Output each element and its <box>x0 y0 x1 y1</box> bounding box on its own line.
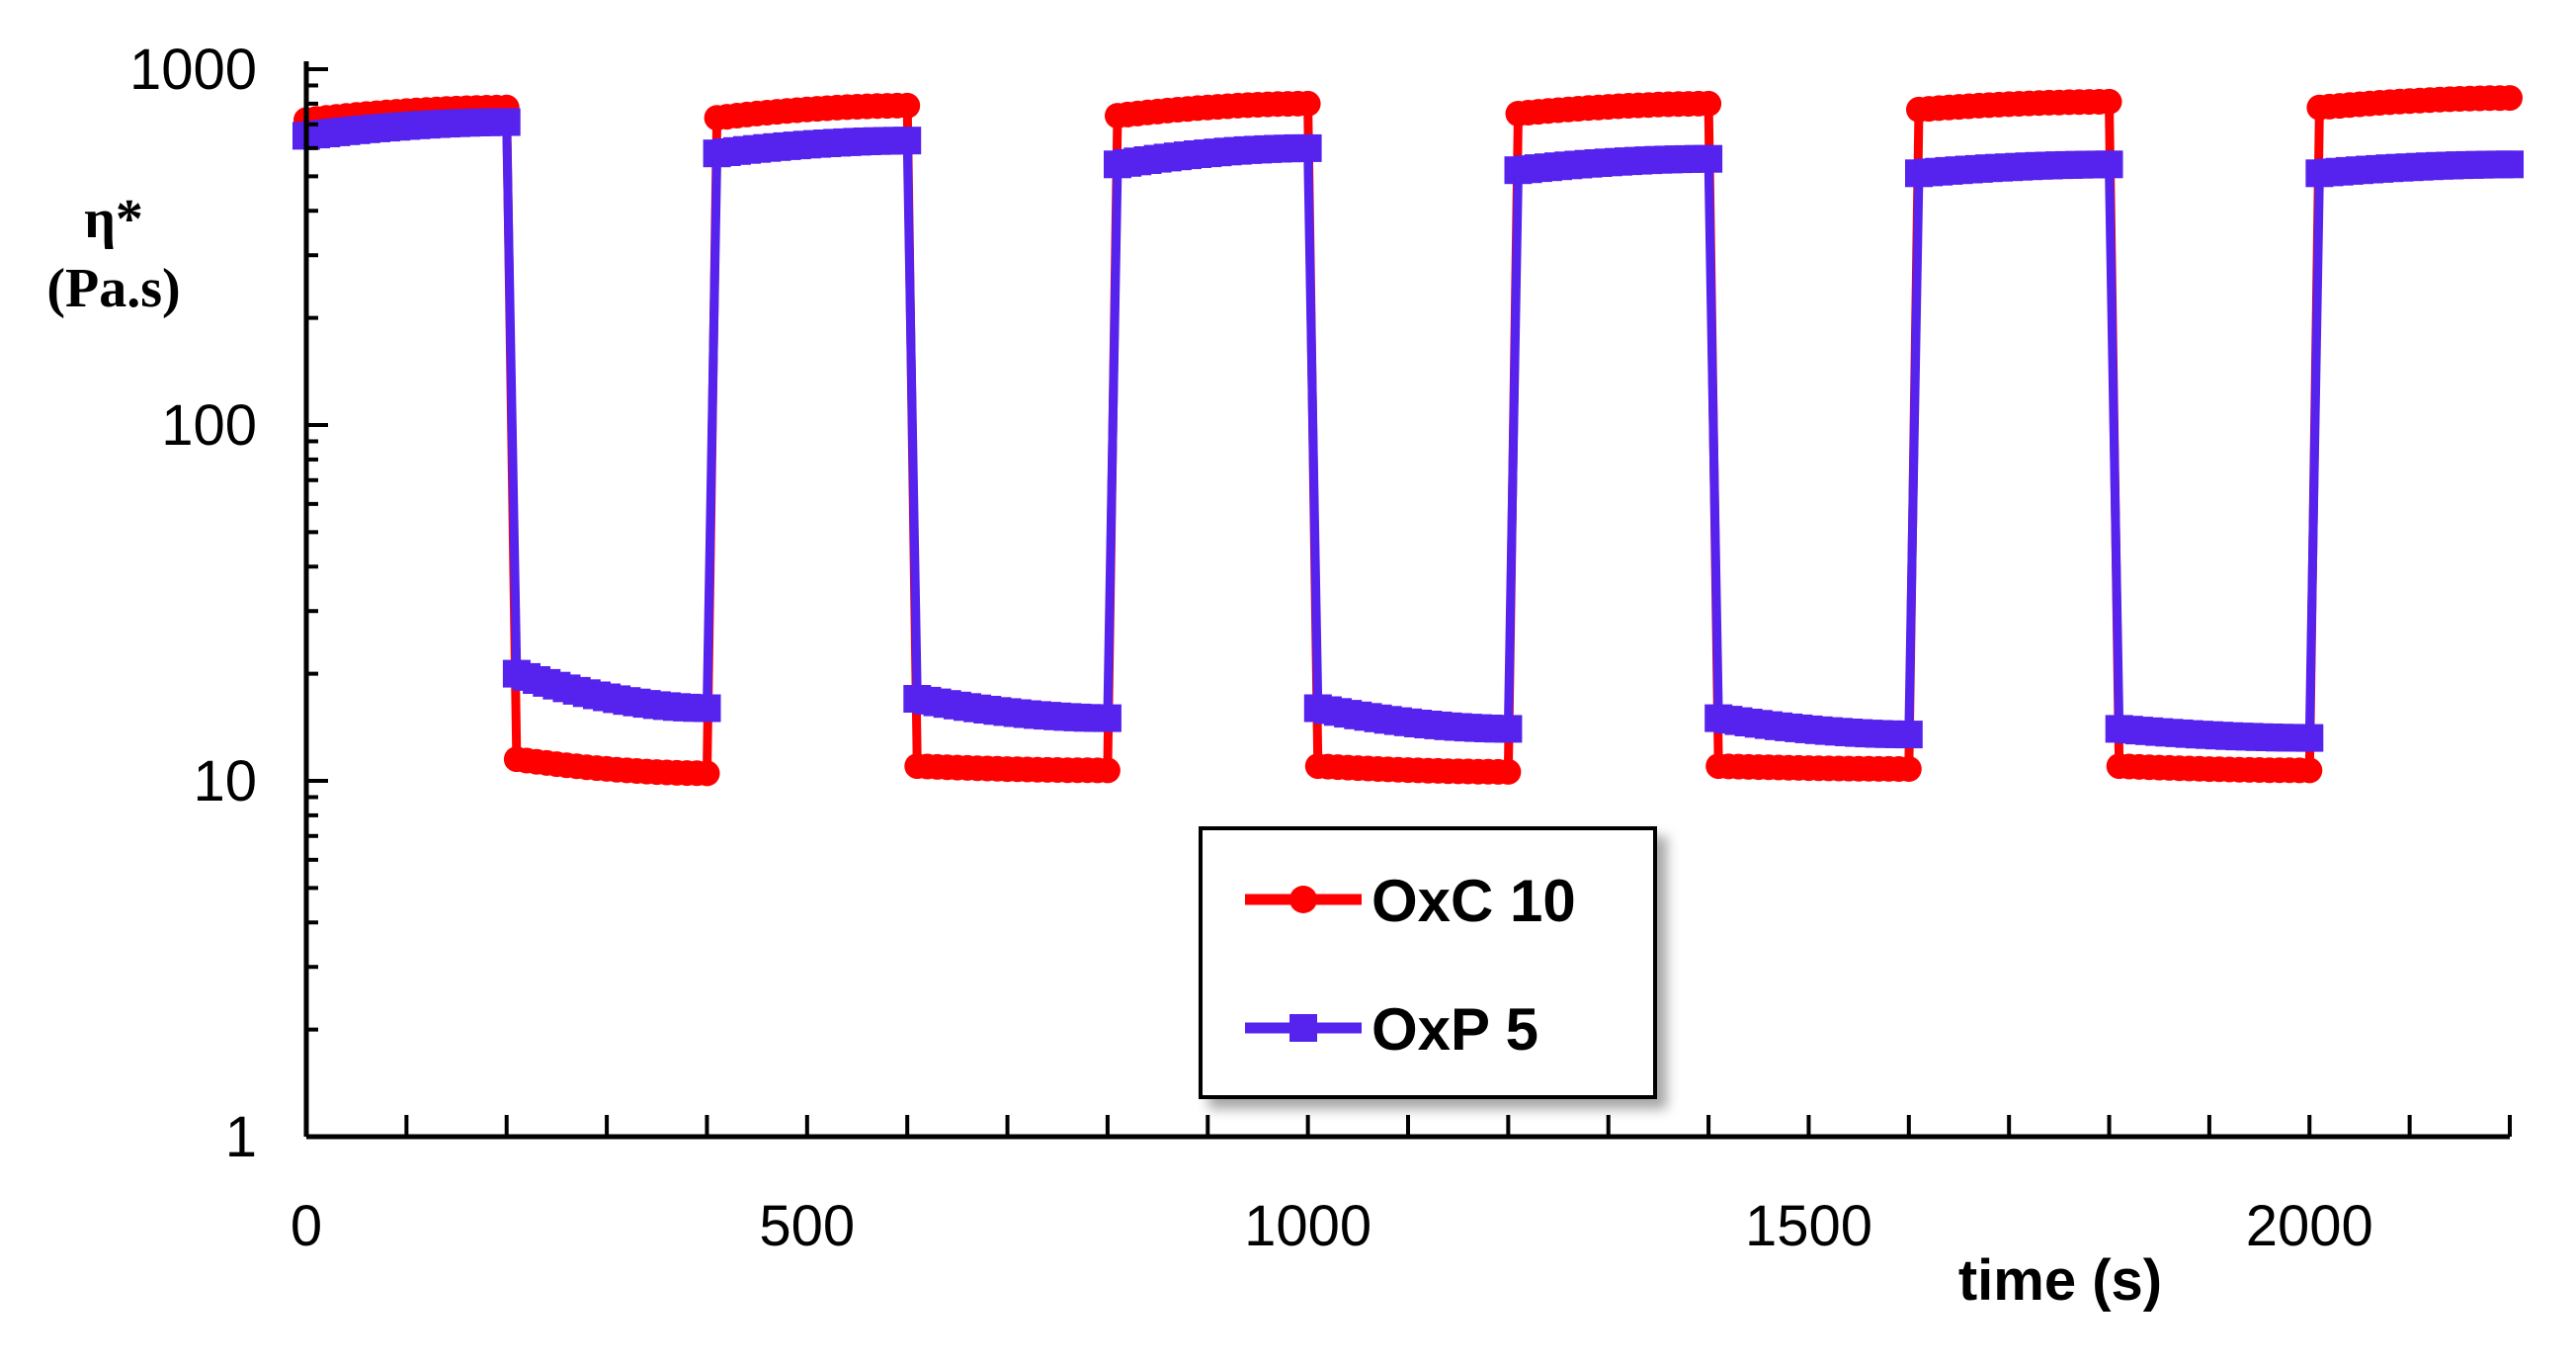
series-layer <box>292 85 2524 787</box>
series-oxp5 <box>292 108 2524 752</box>
data-point <box>2295 724 2324 752</box>
legend: OxC 10 OxP 5 <box>1199 826 1657 1099</box>
y-ticks: 1 10 100 1000 <box>129 38 328 1169</box>
data-point <box>492 108 521 136</box>
data-point <box>1895 756 1922 782</box>
data-point <box>2496 150 2524 179</box>
data-point <box>2096 88 2122 115</box>
data-point <box>1494 715 1523 743</box>
y-axis-title-unit: (Pa.s) <box>46 258 180 319</box>
x-ticks: 0 500 1000 1500 2000 <box>291 1115 2512 1258</box>
x-tick-label: 2000 <box>2246 1194 2373 1258</box>
data-point <box>1696 90 1722 117</box>
series-oxc10 <box>293 85 2523 787</box>
legend-label-oxp5: OxP 5 <box>1371 996 1538 1063</box>
x-tick-label: 1500 <box>1745 1194 1872 1258</box>
data-point <box>2296 757 2323 784</box>
data-point <box>1495 758 1522 785</box>
data-point <box>1293 133 1322 162</box>
data-point <box>693 694 721 723</box>
y-tick-label: 1 <box>225 1105 257 1169</box>
x-axis-title: time (s) <box>1958 1248 2162 1313</box>
data-point <box>1093 704 1122 732</box>
y-tick-label: 1000 <box>129 38 257 102</box>
data-point <box>2095 150 2123 179</box>
data-point <box>1094 757 1121 784</box>
y-axis-title-symbol: η* <box>84 189 143 250</box>
data-point <box>2497 85 2523 112</box>
legend-box <box>1199 826 1657 1099</box>
y-tick-label: 100 <box>161 393 257 458</box>
legend-marker-oxc10 <box>1289 886 1317 913</box>
series-line <box>305 118 2511 743</box>
series-line <box>305 93 2511 778</box>
data-point <box>1695 144 1723 173</box>
x-tick-label: 0 <box>291 1194 322 1258</box>
y-tick-label: 10 <box>193 749 257 813</box>
axes: 1 10 100 1000 0 500 1000 1500 2000 <box>129 38 2512 1258</box>
legend-label-oxc10: OxC 10 <box>1371 868 1576 934</box>
data-point <box>1294 90 1321 117</box>
x-tick-label: 500 <box>759 1194 855 1258</box>
data-point <box>894 92 921 119</box>
data-point <box>893 127 922 155</box>
legend-marker-oxp5 <box>1289 1014 1317 1042</box>
data-point <box>1894 721 1923 749</box>
x-tick-label: 1000 <box>1244 1194 1371 1258</box>
data-point <box>694 760 720 787</box>
